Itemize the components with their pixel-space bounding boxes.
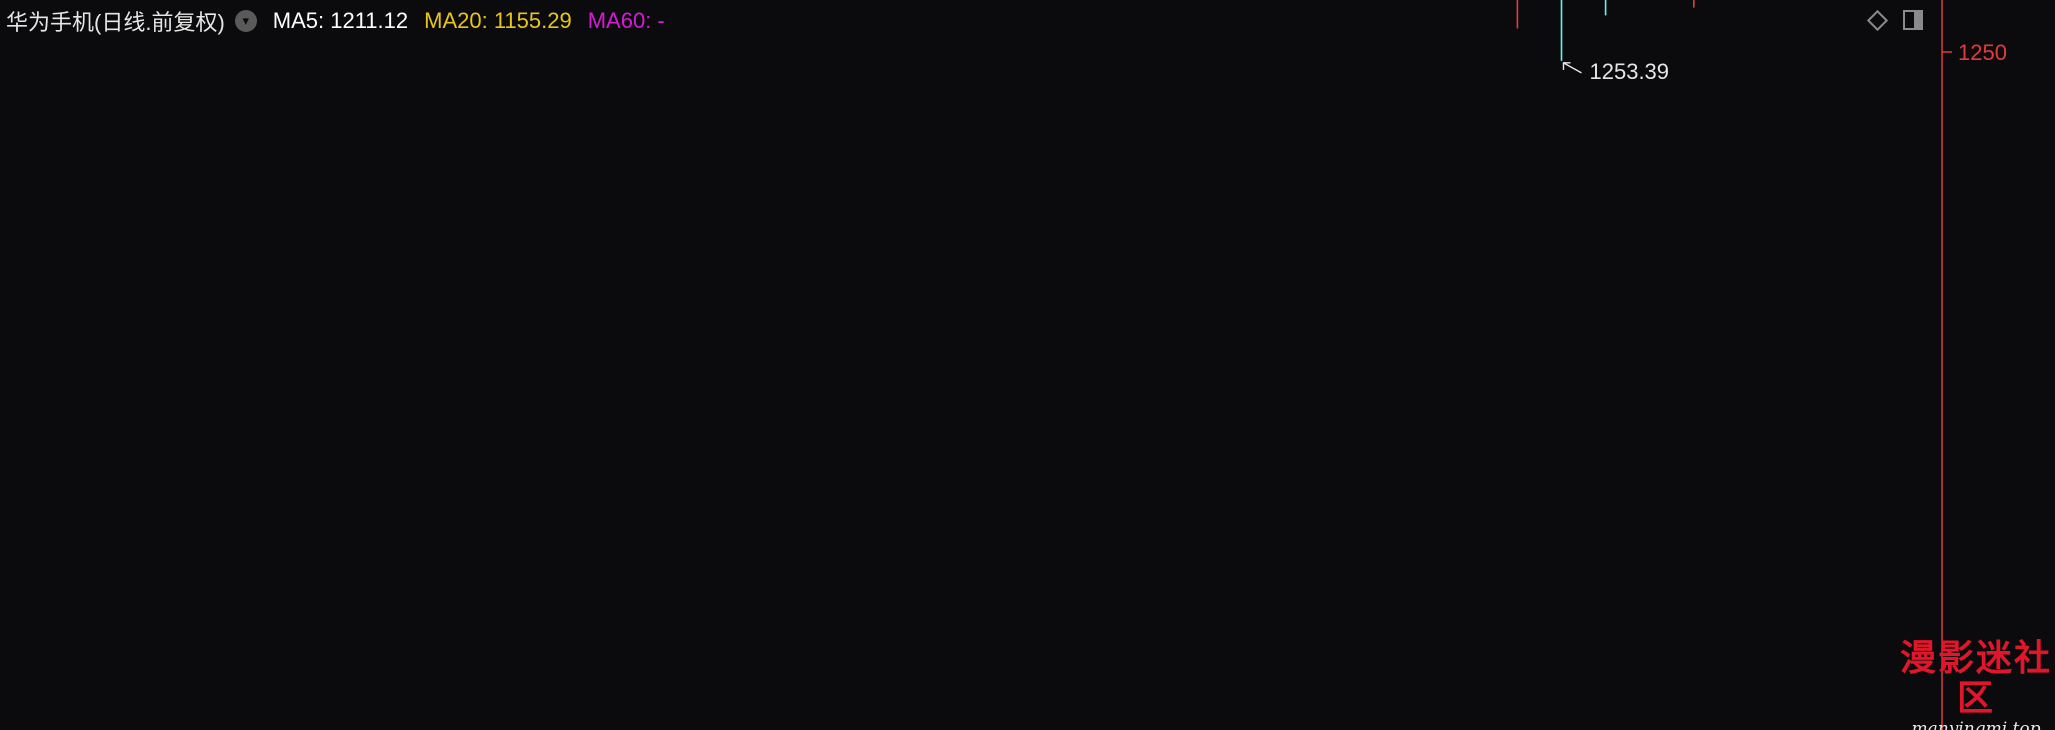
- chart-tools: [1865, 8, 1923, 32]
- ma20-legend: MA20: 1155.29: [424, 8, 572, 33]
- y-tick-label: 1250: [1958, 40, 2007, 65]
- chevron-down-icon[interactable]: ▾: [234, 10, 257, 32]
- high-arrow: [1563, 62, 1582, 74]
- chart-header: 华为手机(日线.前复权) ▾ MA5: 1211.12 MA20: 1155.2…: [6, 4, 665, 38]
- ma5-legend: MA5: 1211.12: [272, 8, 409, 33]
- ma60-legend: MA60: -: [587, 8, 665, 33]
- watermark-url: manyingmi.top: [1911, 719, 2041, 730]
- high-arrow-head: [1562, 62, 1571, 70]
- panel-icon[interactable]: [1901, 8, 1923, 30]
- watermark-logo: 漫影迷社区: [1899, 637, 2052, 719]
- watermark: 漫影迷社区 manyingmi.top: [1896, 638, 2055, 730]
- high-label: 1253.39: [1590, 59, 1670, 84]
- stock-title[interactable]: 华为手机(日线.前复权): [6, 10, 225, 35]
